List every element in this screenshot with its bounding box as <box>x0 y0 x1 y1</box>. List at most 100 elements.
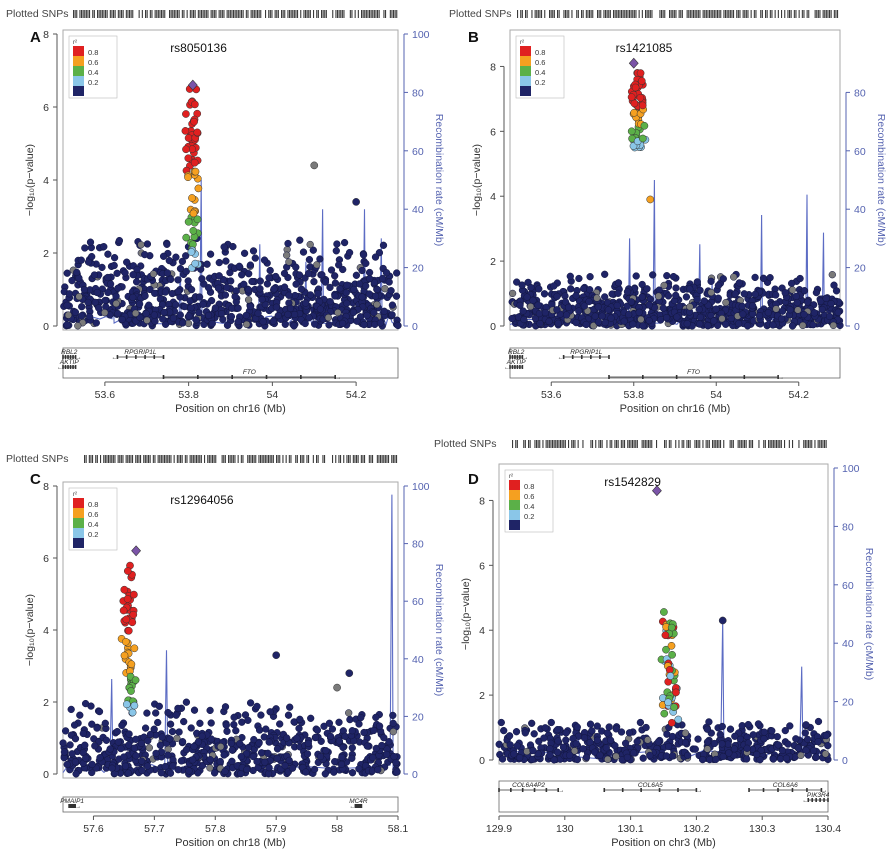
plotted-snp-tick <box>141 10 143 18</box>
plotted-snp-tick <box>731 10 733 18</box>
snp-point <box>113 727 121 736</box>
plotted-snp-tick <box>92 10 94 18</box>
snp-point <box>710 317 718 325</box>
plotted-snp-tick <box>392 455 394 463</box>
r2-legend-label: 0.8 <box>88 500 98 509</box>
snp-point <box>106 745 114 753</box>
snp-point <box>638 280 646 289</box>
snp-point <box>649 271 657 279</box>
plotted-snp-tick <box>817 10 819 18</box>
snp-point <box>686 285 694 293</box>
plotted-snp-tick <box>322 10 324 18</box>
snp-point <box>63 301 71 309</box>
y-tick-label: 4 <box>43 175 49 187</box>
snp-point <box>359 251 368 259</box>
snp-point <box>129 271 137 279</box>
plotted-snp-tick <box>389 10 391 18</box>
snp-point <box>824 741 832 750</box>
plotted-snp-tick <box>111 455 113 463</box>
plotted-snp-tick <box>394 455 396 463</box>
snp-point <box>71 308 80 316</box>
snp-point <box>559 743 568 751</box>
snp-point <box>766 274 774 282</box>
plotted-snp-tick <box>87 10 89 18</box>
plotted-snp-tick <box>220 10 222 18</box>
y-axis-right-label: Recombination rate (cM/Mb) <box>863 548 875 680</box>
plotted-snp-tick <box>281 10 283 18</box>
plotted-snp-tick <box>603 10 605 18</box>
plotted-snp-tick <box>193 10 195 18</box>
r2-legend-label: 0.2 <box>88 78 98 87</box>
plotted-snp-tick <box>598 10 600 18</box>
snp-point <box>527 283 535 292</box>
plotted-snp-tick <box>247 455 249 463</box>
snp-point <box>251 254 259 262</box>
snp-point <box>654 292 663 300</box>
snp-point <box>102 736 111 744</box>
snp-point <box>232 727 240 735</box>
snp-point-ld <box>193 215 202 224</box>
plotted-snp-tick <box>780 440 782 448</box>
snp-point <box>236 740 244 748</box>
plotted-snp-tick <box>664 440 666 448</box>
plotted-snp-tick <box>707 10 709 18</box>
snp-point <box>331 272 339 280</box>
snp-point <box>272 303 281 311</box>
snp-point <box>95 304 103 312</box>
x-tick-label: 54 <box>710 389 722 401</box>
gene-exon <box>621 788 624 792</box>
snp-point-ld <box>672 688 680 697</box>
snp-point <box>221 703 230 711</box>
snp-point-ld <box>184 217 193 226</box>
gene-track: RBL2→RPGRIP1L←AKTIP←FTO→ <box>504 347 841 381</box>
plotted-snp-tick <box>672 10 674 18</box>
plotted-snp-tick <box>369 10 371 18</box>
plotted-snp-tick <box>189 10 191 18</box>
r2-legend-label: 0.8 <box>88 48 98 57</box>
plotted-snp-tick <box>769 10 771 18</box>
plotted-snp-tick <box>354 10 356 18</box>
snp-point <box>580 284 588 293</box>
gene-exon <box>675 375 678 379</box>
gene-exon <box>135 355 137 359</box>
plotted-snp-tick <box>106 455 108 463</box>
plotted-snp-tick <box>156 10 158 18</box>
plotted-snp-tick <box>702 10 704 18</box>
snp-point <box>546 745 554 753</box>
snp-point-ld <box>189 226 198 235</box>
plotted-snp-tick <box>317 10 319 18</box>
plotted-snp-tick <box>114 455 116 463</box>
plotted-snp-tick <box>228 10 230 18</box>
snp-point <box>366 275 374 283</box>
snp-point <box>343 281 351 289</box>
y2-tick-label: 80 <box>842 521 854 533</box>
plotted-snp-tick <box>592 440 594 448</box>
snp-point <box>530 730 538 738</box>
plotted-snp-tick <box>595 440 597 448</box>
plotted-snp-tick <box>148 455 150 463</box>
plotted-snp-tick <box>200 455 202 463</box>
plotted-snp-tick <box>253 455 255 463</box>
snp-point <box>579 745 587 753</box>
x-tick-label: 130 <box>556 823 574 835</box>
plotted-snp-tick <box>774 10 776 18</box>
snp-point <box>541 724 549 732</box>
snp-point <box>772 291 780 299</box>
snp-point <box>696 286 704 295</box>
plotted-snp-tick <box>248 455 250 463</box>
snp-point <box>78 303 86 311</box>
plotted-snp-tick <box>351 10 353 18</box>
snp-point-ld <box>130 644 139 653</box>
plotted-snp-tick <box>377 10 379 18</box>
plotted-snp-tick <box>521 10 523 18</box>
plotted-snp-tick <box>194 455 196 463</box>
snp-point <box>283 734 291 742</box>
snp-point <box>175 728 183 736</box>
snp-point <box>606 736 615 744</box>
plotted-snp-tick <box>688 440 690 448</box>
plotted-snp-tick <box>705 440 707 448</box>
snp-point <box>562 311 571 319</box>
plotted-snp-tick <box>693 10 695 18</box>
snp-point <box>796 274 804 283</box>
